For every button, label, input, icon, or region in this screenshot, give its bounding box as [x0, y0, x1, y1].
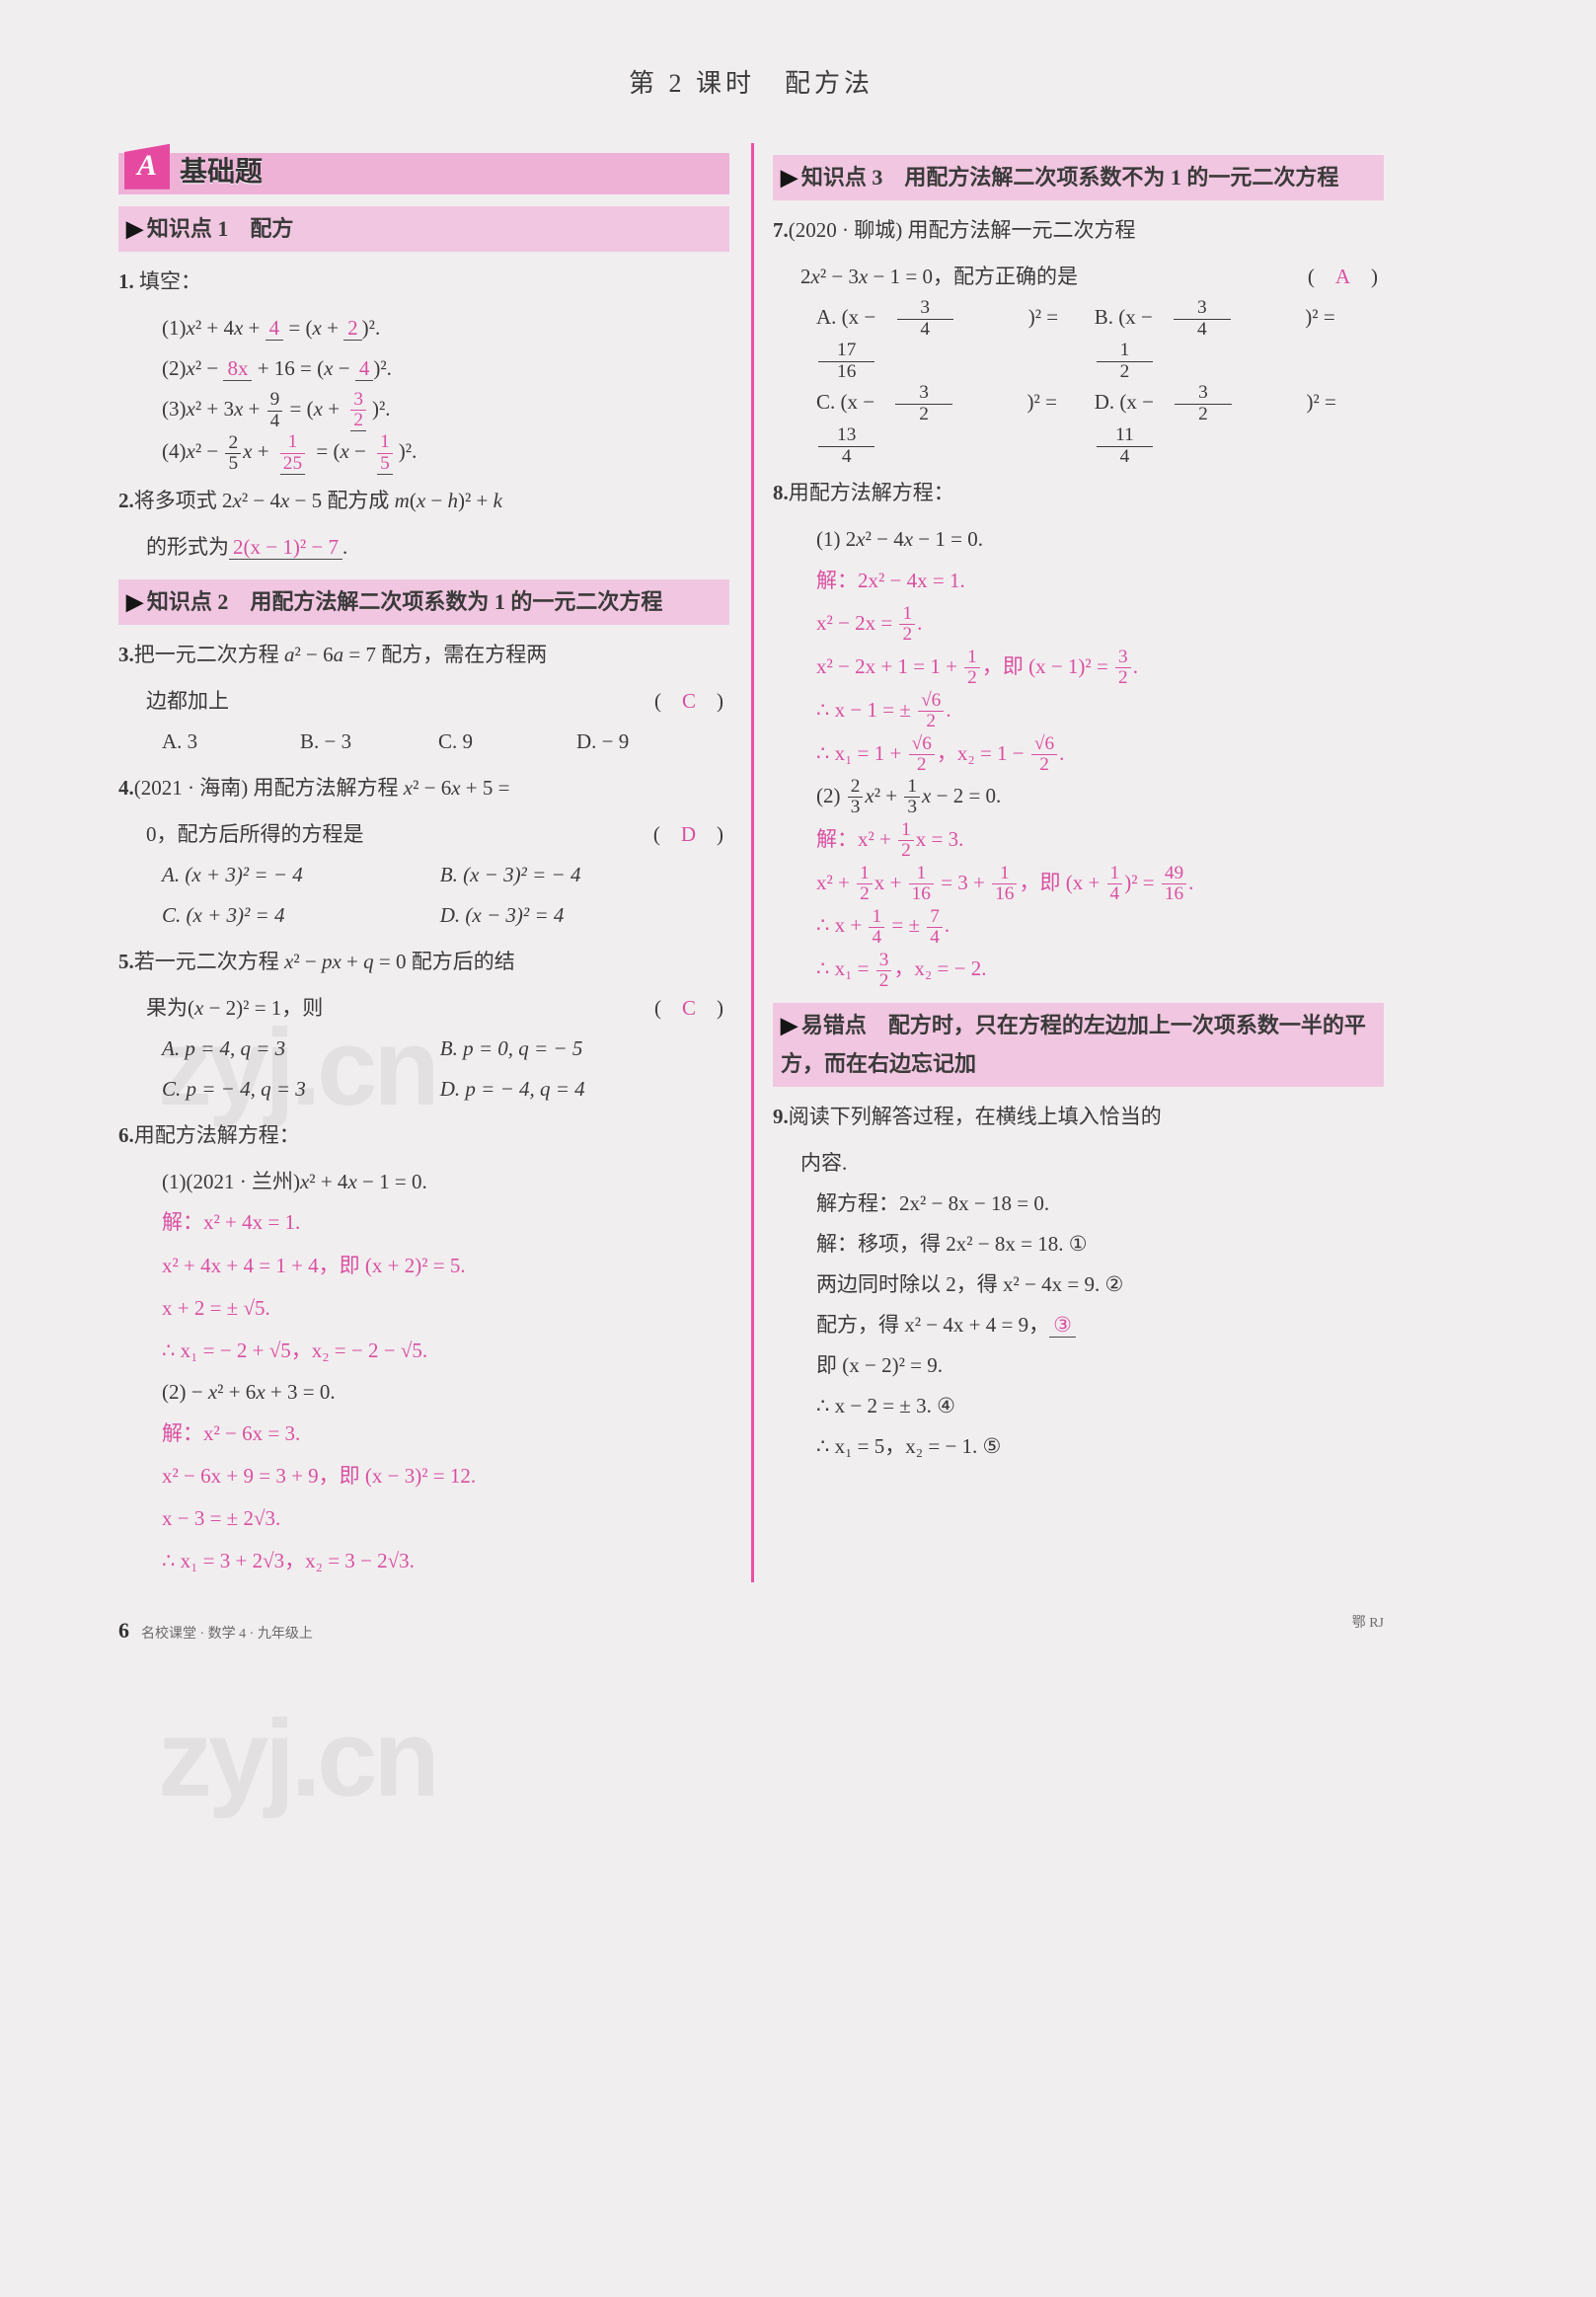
page-title: 第 2 课时 配方法	[118, 59, 1384, 110]
q9-work: 解方程：2x² − 8x − 18 = 0. 解：移项，得 2x² − 8x =…	[773, 1184, 1384, 1467]
q8-1-sol: 解：2x² − 4x = 1. x² − 2x = 12. x² − 2x + …	[773, 560, 1384, 776]
q4: 4.(2021 · 海南) 用配方法解方程 x² − 6x + 5 =	[118, 768, 729, 808]
opt-c: C. p = − 4, q = 3	[162, 1069, 440, 1110]
two-column-layout: A 基础题 ▶知识点 1 配方 1. 填空： (1)x² + 4x + 4 = …	[118, 143, 1384, 1582]
q3-answer: ( C )	[654, 681, 729, 722]
opt-a: A. (x + 3)² = − 4	[162, 855, 440, 895]
opt-c: C. (x + 3)² = 4	[162, 895, 440, 936]
q5-options: A. p = 4, q = 3 B. p = 0, q = − 5 C. p =…	[118, 1029, 729, 1110]
q1-3: (3)x² + 3x + 94 = (x + 32)².	[118, 389, 729, 431]
kp1: ▶知识点 1 配方	[118, 206, 729, 253]
blank: 8x	[223, 356, 252, 381]
q5-answer: ( C )	[654, 988, 729, 1029]
q8-1: (1) 2x² − 4x − 1 = 0.	[773, 519, 1384, 560]
arrow-icon: ▶	[126, 589, 143, 614]
arrow-icon: ▶	[781, 1013, 798, 1037]
opt-b: B. (x − 34)² = 12	[1095, 297, 1373, 382]
section-a-badge: A	[124, 144, 170, 190]
q3: 3.把一元二次方程 a² − 6a = 7 配方，需在方程两	[118, 635, 729, 675]
q7-options: A. (x − 34)² = 1716 B. (x − 34)² = 12 C.…	[773, 297, 1384, 467]
blank: 4	[355, 356, 374, 381]
q6-2: (2) − x² + 6x + 3 = 0.	[118, 1372, 729, 1413]
q6-1: (1)(2021 · 兰州)x² + 4x − 1 = 0.	[118, 1162, 729, 1202]
q4-line2: 0，配方后所得的方程是 ( D )	[118, 814, 729, 855]
footer: 6 名校课堂 · 数学 4 · 九年级上 鄂 RJ	[118, 1610, 1384, 1652]
opt-b: B. p = 0, q = − 5	[440, 1029, 719, 1069]
opt-c: C. 9	[438, 722, 576, 762]
section-a-label: 基础题	[180, 146, 263, 200]
q5: 5.若一元二次方程 x² − px + q = 0 配方后的结	[118, 942, 729, 982]
q4-answer: ( D )	[653, 814, 729, 855]
q6: 6.用配方法解方程：	[118, 1115, 729, 1156]
blank: 4	[266, 316, 284, 341]
blank: 2	[343, 316, 362, 341]
q5-line2: 果为(x − 2)² = 1，则 ( C )	[118, 988, 729, 1029]
kp-error: ▶易错点 配方时，只在方程的左边加上一次项系数一半的平方，而在右边忘记加	[773, 1003, 1384, 1087]
q1-2: (2)x² − 8x + 16 = (x − 4)².	[118, 348, 729, 389]
section-a-header: A 基础题	[118, 153, 729, 194]
page-number: 6	[118, 1618, 129, 1643]
q2-line2: 的形式为2(x − 1)² − 7.	[118, 527, 729, 568]
q8-2: (2) 23x² + 13x − 2 = 0.	[773, 776, 1384, 818]
footer-right: 鄂 RJ	[1352, 1610, 1384, 1652]
q6-2-sol: 解：x² − 6x = 3. x² − 6x + 9 = 3 + 9，即 (x …	[118, 1413, 729, 1582]
opt-c: C. (x − 32)² = 134	[816, 382, 1095, 467]
kp2-label: 知识点 2 用配方法解二次项系数为 1 的一元二次方程	[147, 589, 663, 614]
kp1-label: 知识点 1 配方	[147, 216, 294, 241]
q7: 7.(2020 · 聊城) 用配方法解一元二次方程	[773, 210, 1384, 251]
q9-line2: 内容.	[773, 1143, 1384, 1184]
q3-line2: 边都加上 ( C )	[118, 681, 729, 722]
opt-d: D. (x − 3)² = 4	[440, 895, 719, 936]
q1-num: 1.	[118, 269, 134, 293]
opt-a: A. p = 4, q = 3	[162, 1029, 440, 1069]
q7-answer: ( A )	[1308, 257, 1384, 297]
watermark-icon: zyj.cn	[158, 1653, 436, 1866]
opt-a: A. 3	[162, 722, 300, 762]
opt-b: B. − 3	[300, 722, 438, 762]
blank: 2(x − 1)² − 7	[229, 535, 342, 560]
q1-4: (4)x² − 25x + 125 = (x − 15)².	[118, 431, 729, 474]
arrow-icon: ▶	[781, 165, 798, 190]
q1-stem: 填空：	[139, 269, 201, 293]
arrow-icon: ▶	[126, 216, 143, 241]
q4-options: A. (x + 3)² = − 4 B. (x − 3)² = − 4 C. (…	[118, 855, 729, 936]
left-column: A 基础题 ▶知识点 1 配方 1. 填空： (1)x² + 4x + 4 = …	[118, 143, 729, 1582]
footer-left: 名校课堂 · 数学 4 · 九年级上	[141, 1627, 313, 1642]
right-column: ▶知识点 3 用配方法解二次项系数不为 1 的一元二次方程 7.(2020 · …	[773, 143, 1384, 1582]
blank: ③	[1049, 1313, 1076, 1338]
opt-d: D. p = − 4, q = 4	[440, 1069, 719, 1110]
q8: 8.用配方法解方程：	[773, 473, 1384, 513]
opt-b: B. (x − 3)² = − 4	[440, 855, 719, 895]
kp3: ▶知识点 3 用配方法解二次项系数不为 1 的一元二次方程	[773, 155, 1384, 201]
q3-options: A. 3 B. − 3 C. 9 D. − 9	[118, 722, 729, 762]
opt-d: D. − 9	[576, 722, 715, 762]
q8-2-sol: 解：x² + 12x = 3. x² + 12x + 116 = 3 + 116…	[773, 818, 1384, 992]
q1: 1. 填空：	[118, 262, 729, 302]
kp3-label: 知识点 3 用配方法解二次项系数不为 1 的一元二次方程	[801, 165, 1339, 190]
q9: 9.阅读下列解答过程，在横线上填入恰当的	[773, 1097, 1384, 1137]
kp-error-label: 易错点 配方时，只在方程的左边加上一次项系数一半的平方，而在右边忘记加	[781, 1013, 1366, 1076]
kp2: ▶知识点 2 用配方法解二次项系数为 1 的一元二次方程	[118, 579, 729, 626]
q2: 2.将多项式 2x² − 4x − 5 配方成 m(x − h)² + k	[118, 481, 729, 521]
opt-d: D. (x − 32)² = 114	[1095, 382, 1373, 467]
q6-1-sol: 解：x² + 4x = 1. x² + 4x + 4 = 1 + 4，即 (x …	[118, 1201, 729, 1371]
opt-a: A. (x − 34)² = 1716	[816, 297, 1095, 382]
q1-1: (1)x² + 4x + 4 = (x + 2)².	[118, 308, 729, 348]
q7-line2: 2x² − 3x − 1 = 0，配方正确的是 ( A )	[773, 257, 1384, 297]
